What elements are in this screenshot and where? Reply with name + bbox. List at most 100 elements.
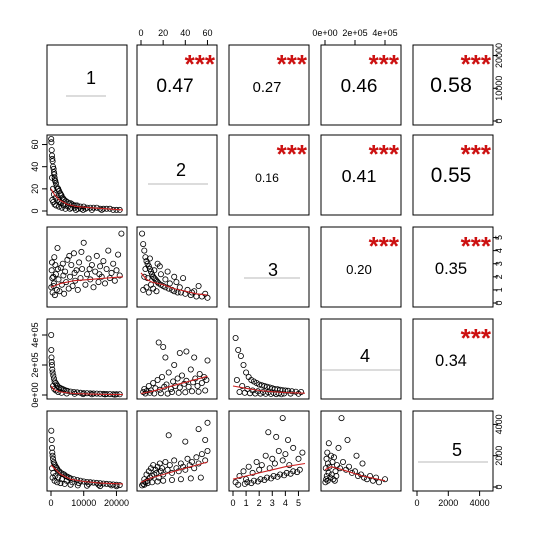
data-point <box>145 289 152 296</box>
data-point <box>262 452 269 459</box>
data-point <box>168 476 175 483</box>
data-point <box>345 463 352 470</box>
data-point <box>198 451 205 458</box>
data-point <box>333 462 340 469</box>
data-point <box>63 477 70 484</box>
data-point <box>295 455 302 462</box>
data-point <box>162 276 169 283</box>
panel-frame-5-4 <box>320 410 402 492</box>
data-point <box>54 265 61 272</box>
correlation-value: 0.34 <box>435 352 467 370</box>
tick-label: 4000 <box>494 414 504 434</box>
data-point <box>144 480 151 487</box>
data-point <box>281 472 288 479</box>
data-point <box>279 457 286 464</box>
data-point <box>97 263 104 270</box>
data-point <box>96 271 103 278</box>
data-point <box>54 466 61 473</box>
data-point <box>82 281 89 288</box>
data-point <box>48 358 55 365</box>
data-point <box>177 476 184 483</box>
correlation-value: 0.20 <box>346 262 372 277</box>
data-point <box>236 388 243 395</box>
scatter-panel-3-1 <box>48 230 125 299</box>
data-point <box>267 475 274 482</box>
data-point <box>240 361 247 368</box>
data-point <box>191 354 198 361</box>
data-point <box>286 462 293 469</box>
correlation-value: 0.35 <box>435 259 467 278</box>
data-point <box>95 481 102 488</box>
data-point <box>95 279 102 286</box>
data-point <box>50 469 57 476</box>
data-point <box>84 271 91 278</box>
data-point <box>76 259 83 266</box>
data-point <box>156 460 163 467</box>
data-point <box>287 470 294 477</box>
data-point <box>141 247 148 254</box>
data-point <box>156 263 163 270</box>
correlation-value: 0.41 <box>342 166 377 186</box>
data-point <box>49 155 56 162</box>
data-point <box>71 269 78 276</box>
data-point <box>67 481 74 488</box>
variable-label: 4 <box>360 346 370 366</box>
data-point <box>147 268 154 275</box>
correlation-value: 0.27 <box>253 80 282 96</box>
data-point <box>48 427 55 434</box>
smooth-line <box>324 466 386 482</box>
tick-label: 2e+05 <box>342 28 367 38</box>
data-point <box>49 449 56 456</box>
data-point <box>171 457 178 464</box>
data-point <box>327 452 334 459</box>
panel-frame-1-3 <box>228 44 310 126</box>
data-point <box>61 480 68 487</box>
data-point <box>202 436 209 443</box>
data-point <box>86 265 93 272</box>
tick-label: 0 <box>30 208 40 213</box>
data-point <box>294 469 301 476</box>
data-point <box>160 471 167 478</box>
data-point <box>149 479 156 486</box>
data-point <box>360 474 367 481</box>
data-point <box>278 391 285 398</box>
scatter-panel-4-1 <box>48 331 124 398</box>
data-point <box>106 481 113 488</box>
tick-label: 0 <box>494 300 504 305</box>
tick-label: 20 <box>158 28 168 38</box>
data-point <box>80 239 87 246</box>
tick-label: 0 <box>138 28 143 38</box>
data-point <box>55 203 62 210</box>
data-point <box>182 466 189 473</box>
data-point <box>339 458 346 465</box>
data-point <box>80 390 87 397</box>
data-point <box>108 269 115 276</box>
data-point <box>237 352 244 359</box>
smooth-line <box>140 375 208 395</box>
data-point <box>110 260 117 267</box>
smooth-line <box>50 464 124 485</box>
tick-label: 10000 <box>71 498 96 508</box>
data-point <box>281 390 288 397</box>
data-point <box>142 254 149 261</box>
data-point <box>180 275 187 282</box>
tick-label: 5 <box>494 235 504 240</box>
data-point <box>92 268 99 275</box>
tick-label: 20000 <box>494 43 504 68</box>
data-point <box>58 204 65 211</box>
data-point <box>58 281 65 288</box>
data-point <box>64 256 71 263</box>
panel-frame-4-3 <box>228 318 310 400</box>
smooth-line <box>140 461 208 483</box>
tick-label: 40 <box>180 28 190 38</box>
data-point <box>240 468 247 475</box>
data-point <box>143 284 150 291</box>
data-point <box>84 482 91 489</box>
significance-stars: *** <box>461 139 492 169</box>
data-point <box>146 265 153 272</box>
data-point <box>375 479 382 486</box>
tick-label: 0e+00 <box>30 382 40 407</box>
data-point <box>202 290 209 297</box>
data-point <box>254 478 261 485</box>
